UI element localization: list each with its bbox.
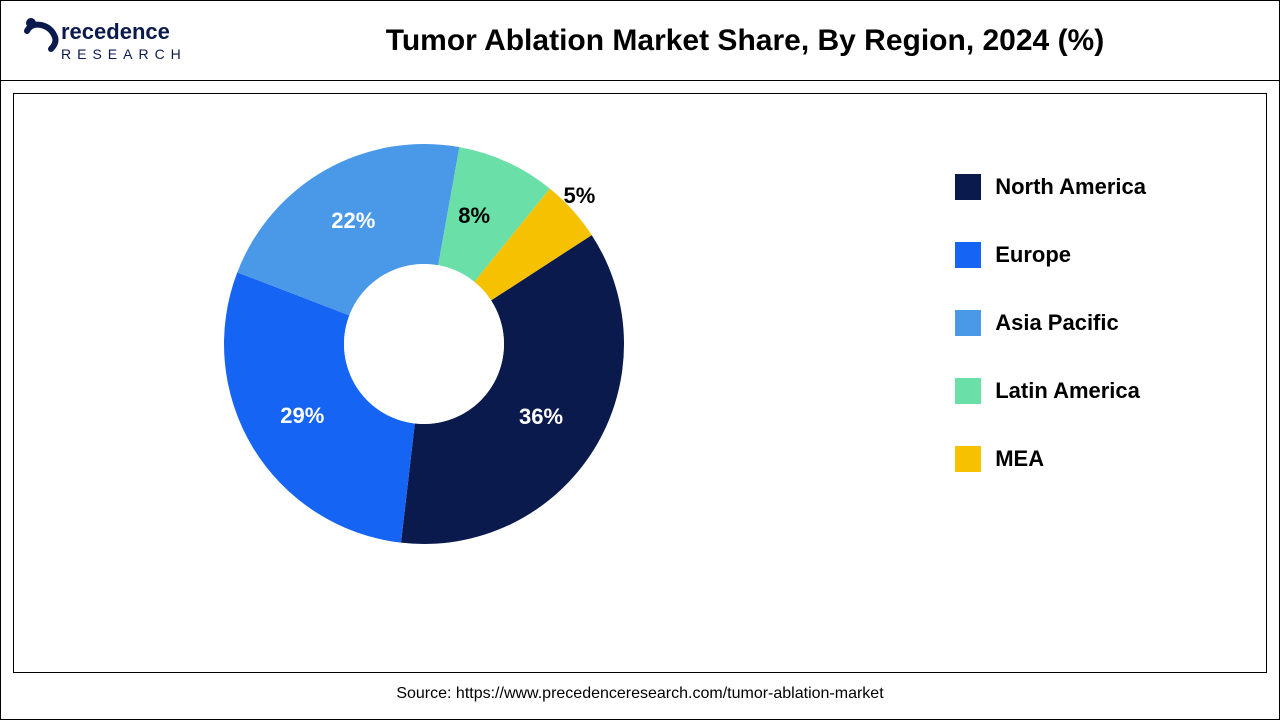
legend-swatch [955, 242, 981, 268]
legend-item: Europe [955, 242, 1146, 268]
slice-label: 8% [458, 203, 490, 229]
donut-chart: 36% 29% 22% 8% 5% [214, 134, 634, 554]
slice-label: 29% [280, 403, 324, 429]
legend-label: Asia Pacific [995, 310, 1119, 336]
source-text: Source: https://www.precedenceresearch.c… [1, 685, 1279, 719]
legend-item: North America [955, 174, 1146, 200]
header: recedence RESEARCH Tumor Ablation Market… [1, 1, 1279, 81]
slice-label: 5% [563, 183, 595, 209]
legend-item: MEA [955, 446, 1146, 472]
legend-label: Latin America [995, 378, 1140, 404]
donut-hole [344, 264, 504, 424]
legend-swatch [955, 310, 981, 336]
legend-swatch [955, 446, 981, 472]
slice-label: 22% [331, 208, 375, 234]
svg-text:RESEARCH: RESEARCH [61, 46, 187, 62]
logo-icon: recedence RESEARCH [21, 13, 231, 69]
legend-swatch [955, 174, 981, 200]
legend: North America Europe Asia Pacific Latin Ame… [955, 174, 1146, 472]
legend-label: MEA [995, 446, 1044, 472]
chart-title: Tumor Ablation Market Share, By Region, … [231, 24, 1259, 58]
legend-item: Asia Pacific [955, 310, 1146, 336]
legend-swatch [955, 378, 981, 404]
legend-item: Latin America [955, 378, 1146, 404]
chart-container: recedence RESEARCH Tumor Ablation Market… [0, 0, 1280, 720]
slice-label: 36% [519, 404, 563, 430]
legend-label: Europe [995, 242, 1071, 268]
svg-text:recedence: recedence [61, 19, 170, 44]
legend-label: North America [995, 174, 1146, 200]
brand-logo: recedence RESEARCH [21, 11, 231, 71]
chart-body: 36% 29% 22% 8% 5% North America Europe Asia Pa… [13, 93, 1267, 673]
